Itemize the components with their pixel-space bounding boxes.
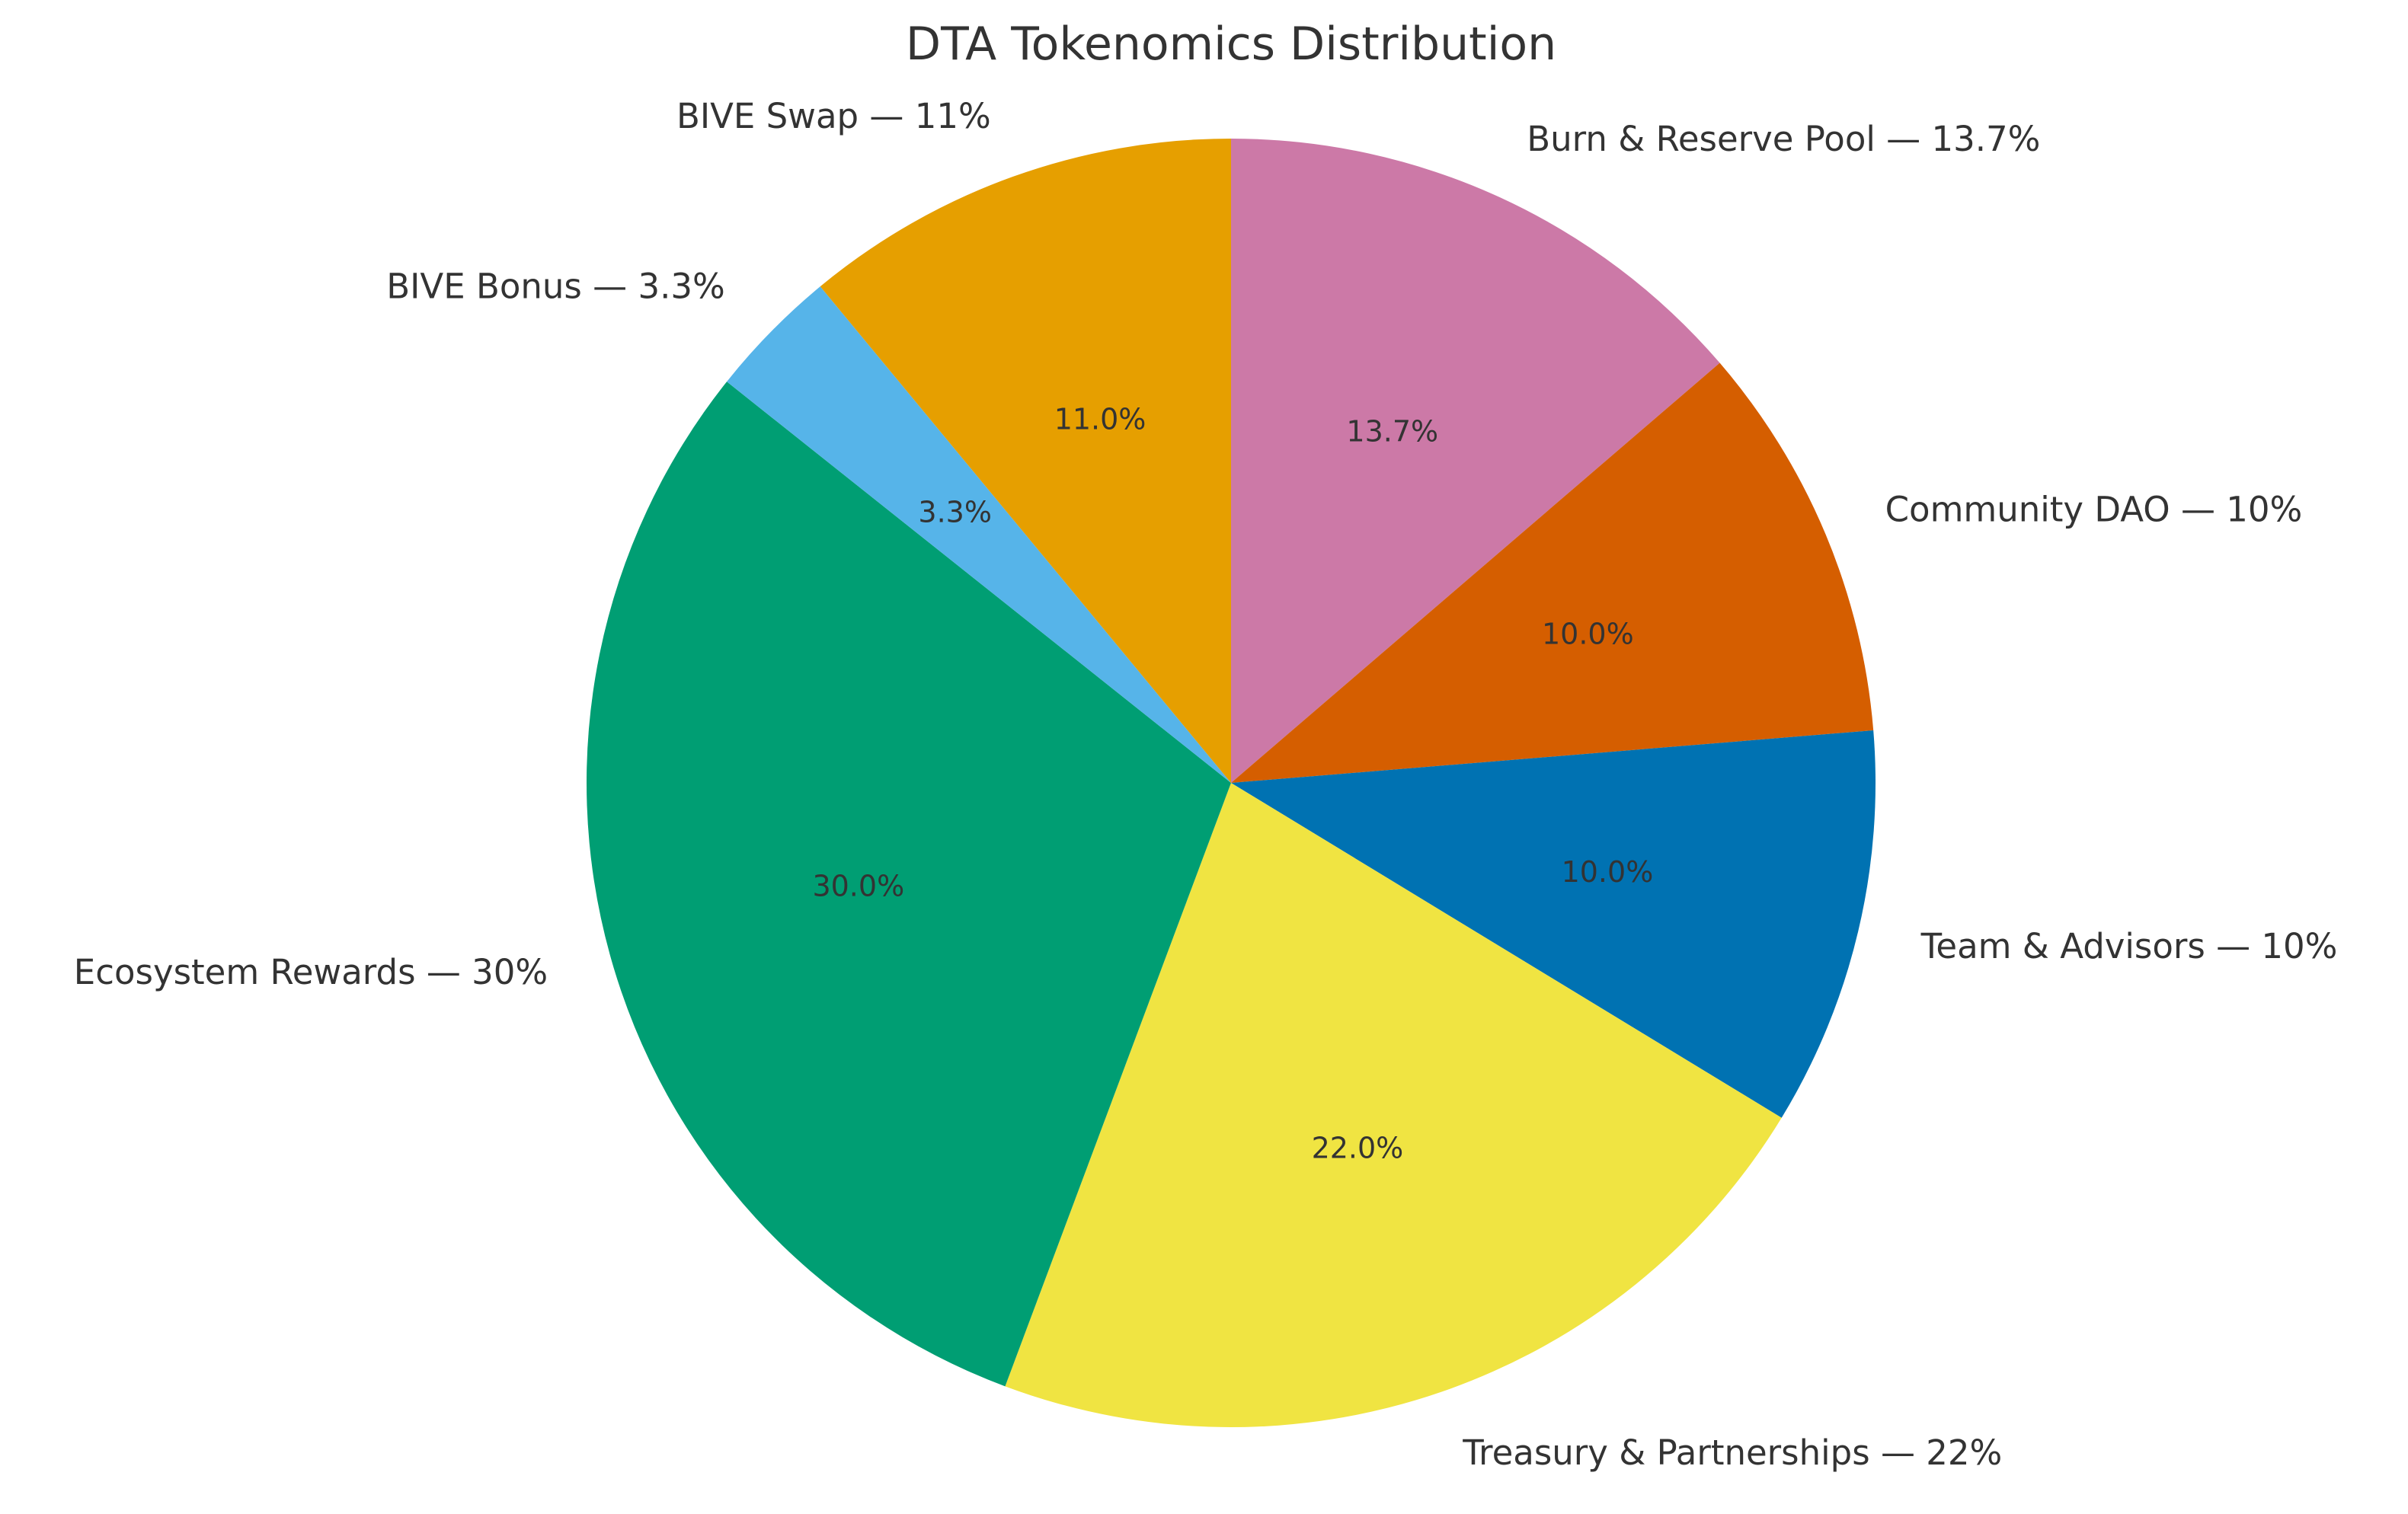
pie-slice-burn-reserve-pool [1231,139,1720,783]
pie-slice-bive-swap [820,139,1231,783]
pie-slices [587,139,1876,1427]
slice-label-ecosystem-rewards: Ecosystem Rewards — 30% [74,952,548,992]
chart-title: DTA Tokenomics Distribution [906,18,1556,71]
pie-percent-labels: 13.7% 10.0% 10.0% 22.0% 30.0% 3.3% 11.0% [812,402,1653,1164]
pct-label-team-advisors: 10.0% [1562,855,1654,889]
pie-outer-labels: Burn & Reserve Pool — 13.7% Community DAO… [74,96,2338,1473]
pct-label-ecosystem-rewards: 30.0% [812,869,904,902]
slice-label-treasury-partnerships: Treasury & Partnerships — 22% [1462,1433,2002,1473]
pct-label-community-dao: 10.0% [1542,617,1634,650]
pct-label-treasury-partnerships: 22.0% [1312,1132,1404,1165]
pct-label-bive-swap: 11.0% [1054,402,1146,436]
pct-label-burn-reserve-pool: 13.7% [1346,415,1438,449]
pie-slice-community-dao [1231,363,1874,783]
pie-slice-team-advisors [1231,730,1876,1118]
pie-slice-bive-bonus [727,286,1231,784]
slice-label-bive-swap: BIVE Swap — 11% [676,96,991,136]
pct-label-bive-bonus: 3.3% [918,495,992,529]
slice-label-bive-bonus: BIVE Bonus — 3.3% [386,267,725,307]
pie-slice-treasury-partnerships [1005,783,1782,1427]
slice-label-team-advisors: Team & Advisors — 10% [1920,926,2338,966]
slice-label-community-dao: Community DAO — 10% [1885,490,2303,530]
slice-label-burn-reserve-pool: Burn & Reserve Pool — 13.7% [1527,119,2040,159]
pie-slice-ecosystem-rewards [587,382,1231,1387]
